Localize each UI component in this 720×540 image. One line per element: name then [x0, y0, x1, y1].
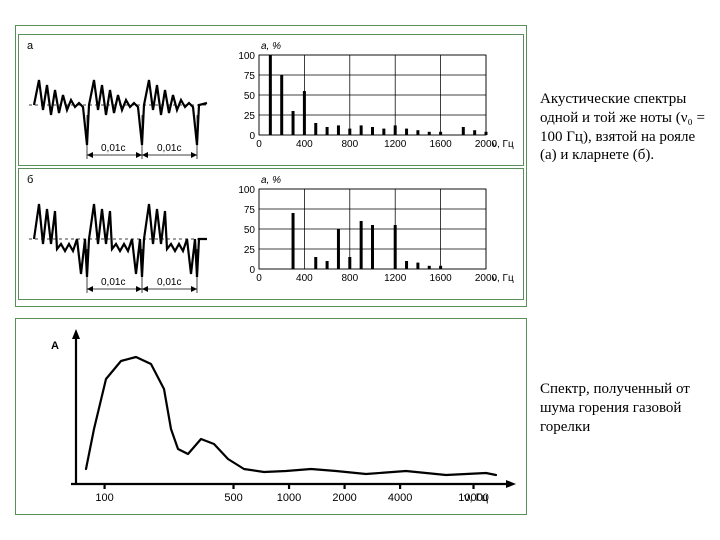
svg-text:2000: 2000	[332, 492, 356, 504]
caption-bottom: Спектр, полученный от шума горения газов…	[540, 380, 705, 436]
svg-text:25: 25	[244, 111, 256, 122]
svg-text:50: 50	[244, 91, 256, 102]
figure-acoustic-spectra: а 0,01	[15, 25, 527, 307]
svg-text:100: 100	[238, 185, 255, 196]
svg-text:50: 50	[244, 225, 256, 236]
svg-text:800: 800	[341, 273, 358, 284]
subpanel-b: б 0,01с 0,01с	[18, 168, 524, 300]
svg-text:500: 500	[224, 492, 242, 504]
subpanel-a: а 0,01	[18, 34, 524, 166]
bottom-ylabel: A	[51, 340, 59, 352]
svg-text:a, %: a, %	[261, 175, 281, 186]
svg-text:ν, Гц: ν, Гц	[492, 273, 514, 284]
svg-text:1200: 1200	[384, 139, 407, 150]
panel-a-label: а	[27, 40, 34, 52]
svg-text:75: 75	[244, 71, 256, 82]
svg-text:1600: 1600	[429, 273, 452, 284]
svg-text:1600: 1600	[429, 139, 452, 150]
svg-text:10000: 10000	[458, 492, 489, 504]
svg-text:ν, Гц: ν, Гц	[492, 139, 514, 150]
svg-text:0: 0	[249, 265, 255, 276]
svg-text:4000: 4000	[388, 492, 412, 504]
svg-text:25: 25	[244, 245, 256, 256]
svg-text:800: 800	[341, 139, 358, 150]
caption-top: Акустические спектры одной и той же ноты…	[540, 90, 705, 165]
svg-text:75: 75	[244, 205, 256, 216]
svg-text:0: 0	[249, 131, 255, 142]
period-label-a1: 0,01с	[101, 143, 125, 154]
figure-noise-spectrum: A ν, Гц 10050010002000400010000	[15, 318, 527, 515]
svg-text:1200: 1200	[384, 273, 407, 284]
panel-b-label: б	[27, 174, 33, 186]
svg-text:0: 0	[256, 273, 262, 284]
period-label-b2: 0,01с	[157, 277, 181, 288]
svg-text:0: 0	[256, 139, 262, 150]
period-label-b1: 0,01с	[101, 277, 125, 288]
page: а 0,01	[0, 0, 720, 540]
svg-text:400: 400	[296, 139, 313, 150]
svg-text:100: 100	[95, 492, 113, 504]
svg-text:100: 100	[238, 51, 255, 62]
period-label-a2: 0,01с	[157, 143, 181, 154]
svg-text:400: 400	[296, 273, 313, 284]
svg-text:1000: 1000	[277, 492, 301, 504]
svg-text:a, %: a, %	[261, 41, 281, 52]
